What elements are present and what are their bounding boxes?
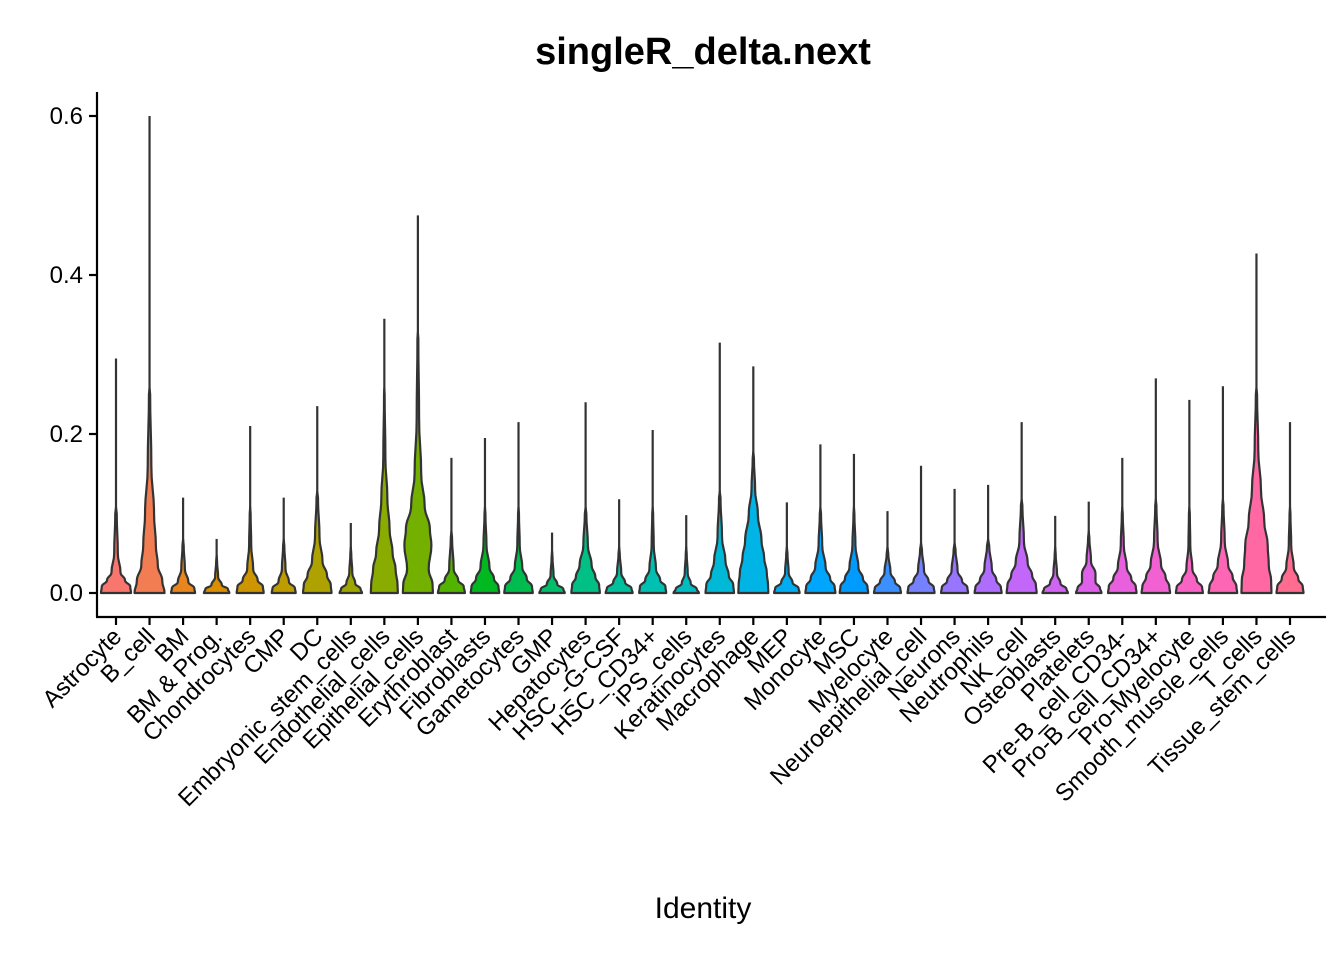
violin-osteoblasts — [1041, 546, 1070, 595]
violin-b-cell — [133, 387, 166, 595]
violin-pro-myelocyte — [1174, 506, 1204, 595]
violin-platelets — [1074, 530, 1103, 595]
violin-neuroepithelial-cell — [906, 542, 936, 595]
violin-endothelial-cells — [369, 387, 399, 595]
y-tick-label: 0.4 — [50, 262, 83, 289]
violin-hepatocytes — [570, 506, 601, 595]
violin-nk-cell — [1005, 498, 1038, 595]
chart-title: singleR_delta.next — [535, 31, 871, 73]
violin-pre-b-cell-cd34- — [1106, 506, 1138, 595]
y-tick-label: 0.0 — [50, 580, 83, 607]
violin-bm — [169, 538, 197, 595]
violin-smooth-muscle-cells — [1207, 498, 1239, 595]
violin-gametocytes — [503, 506, 534, 595]
violin-mep — [773, 546, 801, 595]
y-tick-label: 0.6 — [50, 103, 83, 130]
y-tick-label: 0.2 — [50, 421, 83, 448]
violin-keratinocytes — [704, 490, 736, 595]
violin-msc — [838, 506, 870, 595]
violin-epithelial-cells — [401, 331, 434, 595]
violin-ips-cells — [672, 546, 701, 595]
violin-gmp — [538, 550, 566, 595]
violin-monocyte — [804, 506, 837, 595]
violin-cmp — [270, 538, 297, 595]
violins-layer — [99, 116, 1305, 595]
violin-astrocyte — [99, 506, 133, 595]
violin-embryonic-stem-cells — [338, 546, 364, 595]
violin-macrophage — [737, 450, 770, 595]
violin-hsc-cd34- — [638, 506, 668, 595]
violin-neurons — [939, 542, 970, 595]
x-axis-title: Identity — [655, 892, 752, 925]
violin-tissue-stem-cells — [1275, 506, 1305, 595]
violin-chondrocytes — [235, 506, 265, 595]
y-ticks: 0.0 0.2 0.4 0.6 — [50, 103, 97, 607]
violin-neutrophils — [973, 538, 1003, 595]
violin-t-cells — [1240, 387, 1273, 595]
violin-erythroblast — [436, 530, 467, 595]
violin-dc — [301, 490, 333, 595]
violin-myelocyte — [872, 546, 903, 595]
axes-layer — [95, 92, 1326, 619]
violin-hsc-g-csf — [604, 546, 634, 595]
violin-pro-b-cell-cd34- — [1140, 498, 1172, 595]
violin-bm-prog- — [202, 554, 231, 595]
violin-fibroblasts — [469, 506, 501, 595]
